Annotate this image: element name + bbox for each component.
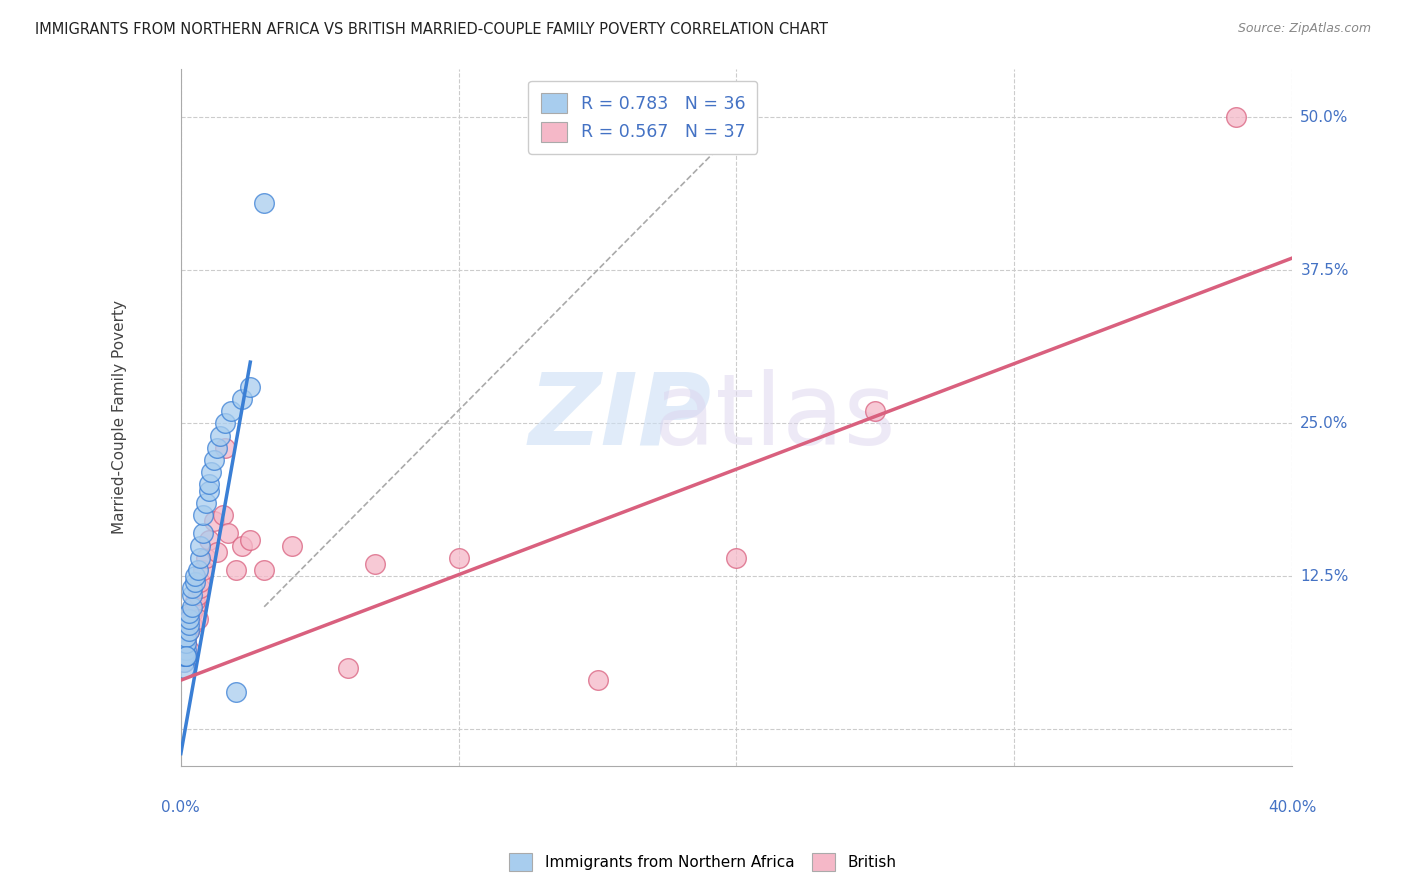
Point — [200, 465, 222, 479]
Point — [239, 533, 262, 547]
Text: atlas: atlas — [655, 368, 896, 466]
Point — [188, 582, 211, 596]
Point — [447, 550, 470, 565]
Point — [214, 441, 236, 455]
Point — [179, 612, 201, 626]
Point — [191, 563, 214, 577]
Point — [725, 550, 748, 565]
Point — [173, 642, 195, 657]
Point — [865, 404, 887, 418]
Point — [253, 196, 276, 211]
Point — [179, 612, 201, 626]
Point — [197, 477, 219, 491]
Point — [176, 636, 198, 650]
Point — [191, 526, 214, 541]
Point — [173, 661, 195, 675]
Point — [176, 648, 198, 663]
Point — [176, 642, 198, 657]
Point — [231, 392, 253, 406]
Point — [281, 539, 304, 553]
Text: 40.0%: 40.0% — [1268, 800, 1316, 815]
Point — [179, 624, 201, 639]
Point — [181, 582, 204, 596]
Point — [179, 606, 201, 620]
Legend: R = 0.783   N = 36, R = 0.567   N = 37: R = 0.783 N = 36, R = 0.567 N = 37 — [529, 80, 758, 153]
Text: 25.0%: 25.0% — [1301, 416, 1348, 431]
Text: Source: ZipAtlas.com: Source: ZipAtlas.com — [1237, 22, 1371, 36]
Text: 37.5%: 37.5% — [1301, 263, 1348, 278]
Point — [1225, 111, 1247, 125]
Point — [181, 618, 204, 632]
Point — [176, 631, 198, 645]
Point — [211, 508, 233, 522]
Point — [181, 588, 204, 602]
Point — [184, 599, 207, 614]
Point — [231, 539, 253, 553]
Point — [186, 588, 208, 602]
Legend: Immigrants from Northern Africa, British: Immigrants from Northern Africa, British — [501, 844, 905, 880]
Point — [364, 557, 387, 571]
Point — [184, 569, 207, 583]
Point — [173, 655, 195, 669]
Point — [214, 417, 236, 431]
Text: Married-Couple Family Poverty: Married-Couple Family Poverty — [112, 301, 127, 534]
Point — [188, 539, 211, 553]
Point — [202, 453, 225, 467]
Point — [188, 550, 211, 565]
Point — [239, 379, 262, 393]
Point — [194, 550, 217, 565]
Point — [194, 496, 217, 510]
Point — [173, 648, 195, 663]
Point — [186, 612, 208, 626]
Text: ZIP: ZIP — [529, 368, 711, 466]
Point — [179, 642, 201, 657]
Point — [586, 673, 609, 688]
Point — [176, 648, 198, 663]
Point — [336, 661, 359, 675]
Point — [202, 514, 225, 528]
Point — [184, 593, 207, 607]
Point — [191, 508, 214, 522]
Point — [188, 575, 211, 590]
Point — [186, 563, 208, 577]
Point — [181, 606, 204, 620]
Point — [208, 428, 231, 442]
Point — [176, 648, 198, 663]
Point — [219, 404, 242, 418]
Point — [176, 631, 198, 645]
Point — [205, 545, 228, 559]
Point — [173, 655, 195, 669]
Point — [225, 685, 247, 699]
Point — [253, 563, 276, 577]
Point — [179, 624, 201, 639]
Point — [205, 441, 228, 455]
Text: 50.0%: 50.0% — [1301, 110, 1348, 125]
Text: 12.5%: 12.5% — [1301, 569, 1348, 583]
Point — [179, 618, 201, 632]
Point — [217, 526, 239, 541]
Text: IMMIGRANTS FROM NORTHERN AFRICA VS BRITISH MARRIED-COUPLE FAMILY POVERTY CORRELA: IMMIGRANTS FROM NORTHERN AFRICA VS BRITI… — [35, 22, 828, 37]
Point — [197, 483, 219, 498]
Point — [176, 636, 198, 650]
Point — [184, 575, 207, 590]
Point — [173, 648, 195, 663]
Point — [197, 533, 219, 547]
Text: 0.0%: 0.0% — [162, 800, 200, 815]
Point — [181, 599, 204, 614]
Point — [173, 642, 195, 657]
Point — [225, 563, 247, 577]
